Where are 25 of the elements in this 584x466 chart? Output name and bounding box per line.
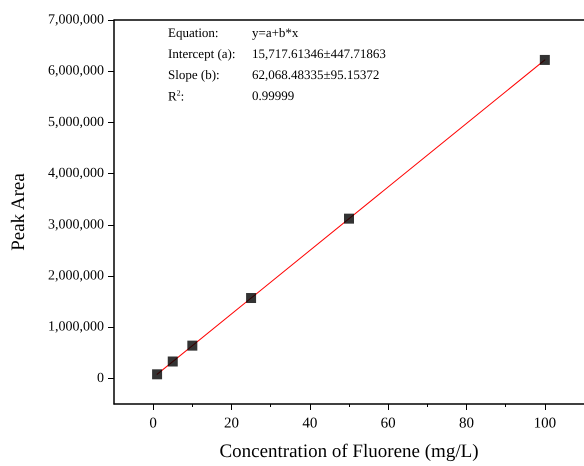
text: Intercept (a): 15,717.61346±447.71863 — [168, 46, 386, 61]
x-tick-label: 60 — [380, 416, 396, 432]
y-tick-label: 3,000,000 — [48, 217, 104, 232]
y-tick-label: 6,000,000 — [48, 64, 104, 79]
x-tick-label: 80 — [459, 416, 474, 432]
x-tick-label: 20 — [224, 416, 239, 432]
point — [152, 369, 162, 380]
x-axis-title: Concentration of Fluorene (mg/L) — [219, 441, 479, 462]
y-tick-label: 1,000,000 — [48, 320, 104, 335]
x-tick-label: 40 — [302, 416, 318, 432]
text: Slope (b): 62,068.48335±95.15372 — [168, 67, 380, 82]
y-tick-label: 0 — [97, 370, 104, 386]
text: Equation: y=a+b*x — [168, 25, 298, 40]
y-tick-label: 7,000,000 — [48, 12, 104, 28]
x-tick-label: 100 — [534, 416, 556, 432]
point — [540, 54, 550, 65]
y-tick-label: 4,000,000 — [48, 166, 104, 182]
x-tick-label: 0 — [149, 416, 157, 432]
point — [168, 356, 178, 367]
y-tick-label: 5,000,000 — [48, 114, 104, 130]
y-axis-title: Peak Area — [8, 172, 29, 251]
point — [187, 340, 198, 351]
point — [246, 293, 256, 304]
point — [344, 214, 354, 224]
y-tick-label: 2,000,000 — [48, 268, 104, 284]
